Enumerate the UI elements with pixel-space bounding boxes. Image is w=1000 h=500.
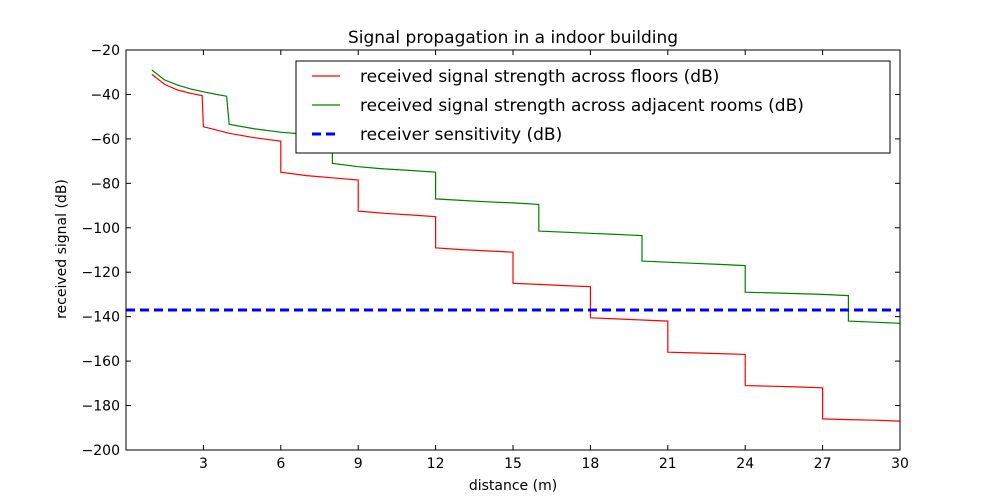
legend-box (295, 60, 891, 154)
legend-label-sensitivity: receiver sensitivity (dB) (360, 125, 562, 145)
y-tick-label: −80 (90, 176, 120, 192)
x-tick-label: 9 (354, 456, 363, 472)
legend-label-floors: received signal strength across floors (… (360, 67, 719, 87)
legend-label-adjacent-rooms: received signal strength across adjacent… (360, 96, 804, 116)
series-line-1 (151, 69, 900, 324)
chart-title: Signal propagation in a indoor building (348, 28, 678, 48)
axis-ticks: 3 6 9 12 15 18 21 24 27 30 −20 −40 −60 −80 −100 −120 −14… (82, 43, 909, 472)
x-tick-label: 18 (581, 456, 599, 472)
x-tick-label: 15 (504, 456, 522, 472)
y-tick-label: −100 (82, 221, 120, 237)
series-line-0 (151, 73, 900, 422)
y-tick-label: −20 (90, 43, 120, 59)
x-tick-label: 3 (199, 456, 208, 472)
legend: received signal strength across floors (… (295, 60, 891, 154)
x-tick-label: 24 (736, 456, 754, 472)
y-tick-label: −140 (82, 310, 120, 326)
plot-area (126, 69, 900, 422)
x-axis-label: distance (m) (469, 478, 557, 494)
axes-frame (125, 49, 901, 451)
y-tick-label: −200 (82, 443, 120, 459)
x-tick-label: 27 (814, 456, 832, 472)
x-tick-label: 12 (427, 456, 445, 472)
y-tick-label: −120 (82, 265, 120, 281)
x-tick-label: 30 (891, 456, 909, 472)
y-axis-label: received signal (dB) (54, 179, 70, 319)
x-tick-label: 6 (276, 456, 285, 472)
y-tick-label: −180 (82, 399, 120, 415)
y-tick-label: −160 (82, 354, 120, 370)
y-tick-label: −40 (90, 87, 120, 103)
y-tick-label: −60 (90, 132, 120, 148)
x-tick-label: 21 (659, 456, 677, 472)
